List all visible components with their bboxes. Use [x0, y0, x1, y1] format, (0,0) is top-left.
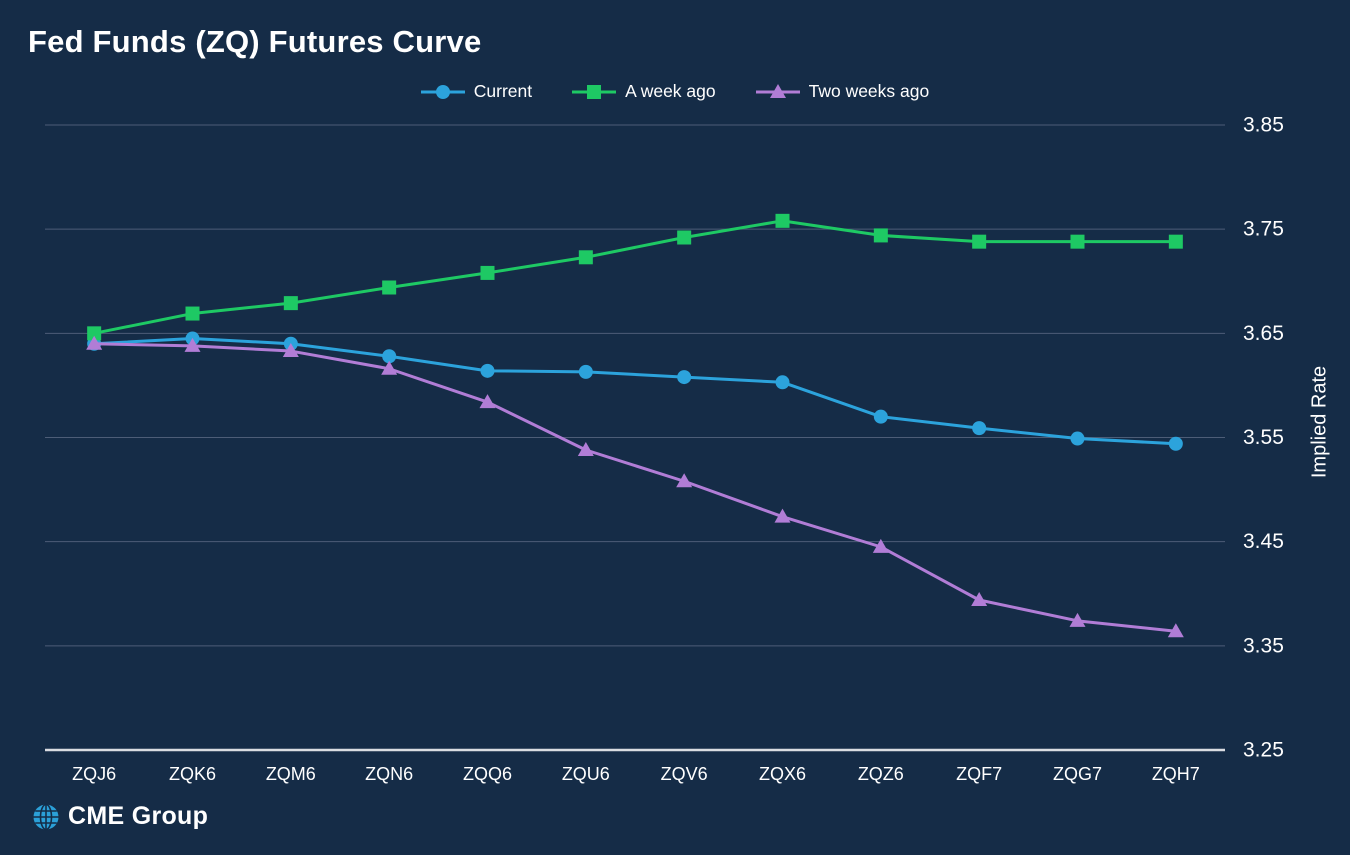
- line-triangle-marker-icon: [755, 83, 800, 98]
- svg-text:ZQQ6: ZQQ6: [463, 764, 512, 784]
- svg-text:ZQV6: ZQV6: [661, 764, 708, 784]
- svg-text:3.45: 3.45: [1243, 530, 1284, 553]
- svg-text:3.75: 3.75: [1243, 218, 1284, 241]
- svg-text:ZQZ6: ZQZ6: [858, 764, 904, 784]
- svg-text:3.65: 3.65: [1243, 322, 1284, 345]
- logo-text: CME Group: [68, 802, 209, 830]
- chart-title: Fed Funds (ZQ) Futures Curve: [28, 24, 482, 59]
- svg-text:3.35: 3.35: [1243, 634, 1284, 657]
- svg-text:ZQX6: ZQX6: [759, 764, 806, 784]
- svg-text:3.85: 3.85: [1243, 114, 1284, 137]
- svg-text:ZQF7: ZQF7: [956, 764, 1002, 784]
- legend-item-two-weeks-ago[interactable]: Two weeks ago: [755, 81, 930, 102]
- legend: Current A week ago Two weeks ago: [0, 81, 1350, 102]
- svg-text:ZQK6: ZQK6: [169, 764, 216, 784]
- cme-group-logo: CME Group: [32, 802, 208, 831]
- legend-label: Two weeks ago: [808, 81, 930, 101]
- svg-text:3.25: 3.25: [1243, 739, 1284, 762]
- y-axis-title: Implied Rate: [1308, 365, 1331, 479]
- svg-text:3.55: 3.55: [1243, 426, 1284, 449]
- svg-text:ZQH7: ZQH7: [1152, 764, 1200, 784]
- line-circle-marker-icon: [420, 84, 465, 99]
- svg-text:ZQM6: ZQM6: [266, 764, 316, 784]
- line-square-marker-icon: [572, 84, 617, 99]
- legend-label: Current: [473, 81, 533, 101]
- legend-item-current[interactable]: Current: [420, 81, 533, 102]
- svg-text:ZQG7: ZQG7: [1053, 764, 1102, 784]
- svg-text:ZQJ6: ZQJ6: [72, 764, 116, 784]
- svg-text:ZQU6: ZQU6: [562, 764, 610, 784]
- legend-item-week-ago[interactable]: A week ago: [572, 81, 716, 102]
- globe-icon: [33, 803, 59, 830]
- svg-text:ZQN6: ZQN6: [365, 764, 413, 784]
- legend-label: A week ago: [625, 81, 716, 101]
